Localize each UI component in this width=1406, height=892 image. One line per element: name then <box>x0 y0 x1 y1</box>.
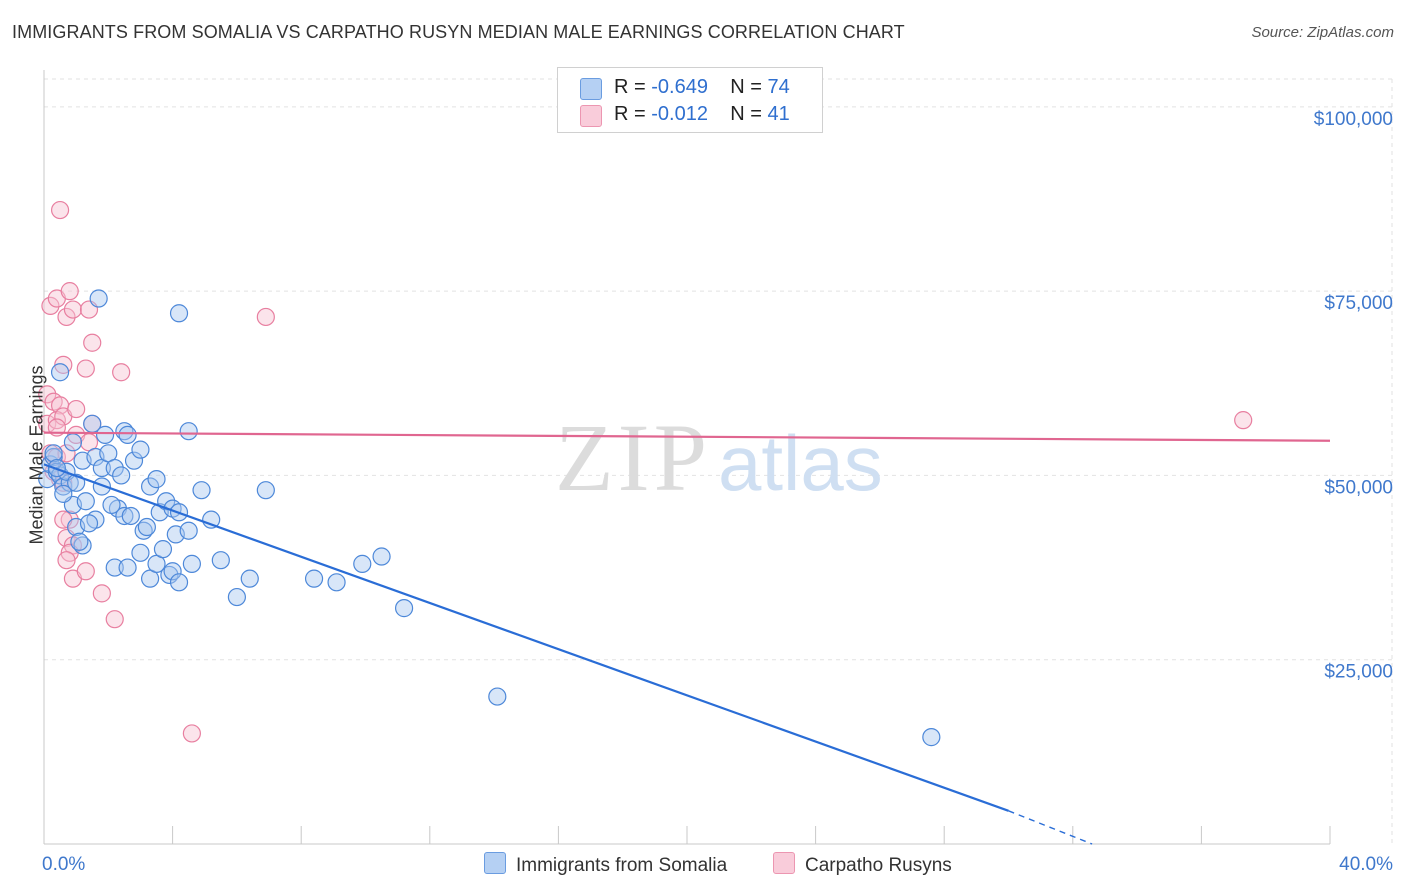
legend-n-value-somalia: 74 <box>767 76 790 98</box>
data-point-somalia <box>105 458 124 478</box>
data-point-somalia <box>95 425 115 444</box>
data-point-somalia <box>124 451 144 470</box>
data-point-carpatho-rusyns <box>57 307 76 327</box>
data-point-carpatho-rusyns <box>112 363 131 382</box>
y-axis-label: Median Male Earnings <box>26 365 47 545</box>
legend-swatch-rusyn <box>580 105 602 127</box>
tick-labels: $25,000 $50,000 $75,000 $100,000 0.0% 40.0% <box>42 109 1393 875</box>
axes-layer <box>43 70 1331 845</box>
data-point-somalia <box>131 543 150 562</box>
data-point-somalia <box>327 573 346 592</box>
data-point-somalia <box>115 506 134 526</box>
data-point-carpatho-rusyns <box>60 510 79 529</box>
watermark: ZIP atlas <box>555 404 883 511</box>
watermark-zip: ZIP <box>555 404 711 511</box>
data-point-somalia <box>89 289 108 308</box>
data-point-somalia <box>153 540 173 559</box>
data-point-carpatho-rusyns <box>92 584 111 603</box>
trend-lines <box>43 431 1331 845</box>
data-point-somalia <box>372 547 391 566</box>
legend-n-value-rusyn: 41 <box>767 103 790 125</box>
trend-line-carpatho-rusyns <box>43 431 1331 442</box>
data-point-somalia <box>256 481 275 500</box>
data-point-somalia <box>105 558 124 577</box>
data-point-somalia <box>118 558 137 577</box>
data-point-carpatho-rusyns <box>50 200 70 220</box>
data-point-carpatho-rusyns <box>57 551 76 570</box>
x-tick-label-min: 0.0% <box>42 854 85 875</box>
data-point-somalia <box>76 492 95 511</box>
legend-r-value-rusyn: -0.012 <box>651 103 708 125</box>
bottom-legend-somalia: Immigrants from Somalia <box>484 852 727 877</box>
data-point-somalia <box>131 440 150 459</box>
y-tick-label: $100,000 <box>1314 109 1393 130</box>
series-somalia-points <box>38 289 941 747</box>
data-point-somalia <box>211 551 230 570</box>
y-tick-label: $75,000 <box>1324 293 1393 314</box>
bottom-legend-rusyn: Carpatho Rusyns <box>773 852 952 877</box>
legend-n-label: N = <box>730 76 762 98</box>
bottom-legend-label-somalia: Immigrants from Somalia <box>516 855 728 876</box>
y-tick-label: $50,000 <box>1324 477 1393 498</box>
trend-line-somalia <box>43 463 1009 812</box>
data-point-carpatho-rusyns <box>83 333 102 352</box>
x-tick-label-max: 40.0% <box>1339 854 1393 875</box>
data-point-somalia <box>112 466 131 485</box>
data-point-somalia <box>44 444 63 463</box>
data-point-somalia <box>50 363 70 382</box>
data-point-carpatho-rusyns <box>76 359 95 378</box>
data-point-carpatho-rusyns <box>63 300 83 319</box>
y-tick-label: $25,000 <box>1324 662 1393 683</box>
data-point-carpatho-rusyns <box>105 610 124 629</box>
data-point-carpatho-rusyns <box>182 724 201 743</box>
data-point-somalia <box>63 433 83 452</box>
data-point-somalia <box>70 532 89 551</box>
data-point-somalia <box>394 599 414 618</box>
data-point-carpatho-rusyns <box>60 282 79 301</box>
chart-title: IMMIGRANTS FROM SOMALIA VS CARPATHO RUSY… <box>12 22 905 42</box>
data-point-somalia <box>227 587 246 607</box>
legend-r-value-somalia: -0.649 <box>651 76 708 98</box>
data-point-somalia <box>304 569 324 588</box>
data-point-somalia <box>922 728 941 747</box>
chart-source: Source: ZipAtlas.com <box>1251 24 1394 41</box>
data-point-somalia <box>92 477 111 496</box>
data-point-somalia <box>182 554 201 573</box>
data-point-somalia <box>54 484 73 503</box>
data-point-carpatho-rusyns <box>76 562 95 581</box>
data-point-somalia <box>147 470 166 489</box>
legend-r-label: R = <box>614 76 646 98</box>
correlation-legend: R = -0.649 N = 74 R = -0.012 N = 41 <box>557 67 823 133</box>
data-point-somalia <box>121 506 140 526</box>
legend-n-label: N = <box>730 103 762 125</box>
data-point-somalia <box>102 495 121 515</box>
bottom-legend-swatch-somalia <box>484 852 506 874</box>
data-point-somalia <box>240 569 259 588</box>
data-point-carpatho-rusyns <box>67 399 86 419</box>
trend-line-somalia-extension <box>1008 810 1093 845</box>
data-point-somalia <box>157 492 176 511</box>
data-point-somalia <box>179 521 198 540</box>
data-point-somalia <box>488 687 507 706</box>
data-point-somalia <box>163 562 182 581</box>
bottom-legend-label-rusyn: Carpatho Rusyns <box>805 855 952 876</box>
data-point-somalia <box>192 481 211 500</box>
data-point-carpatho-rusyns <box>41 296 60 315</box>
data-point-carpatho-rusyns <box>256 307 275 327</box>
data-point-somalia <box>118 425 137 444</box>
data-point-somalia <box>169 304 189 323</box>
data-point-somalia <box>179 422 198 441</box>
data-point-somalia <box>137 517 156 537</box>
bottom-legend-swatch-rusyn <box>773 852 795 874</box>
data-point-somalia <box>353 554 372 573</box>
data-point-somalia <box>169 573 189 592</box>
data-point-somalia <box>79 514 99 533</box>
data-point-carpatho-rusyns <box>38 385 57 404</box>
watermark-atlas: atlas <box>718 419 883 507</box>
data-point-carpatho-rusyns <box>1234 411 1253 430</box>
legend-swatch-somalia <box>580 78 602 100</box>
data-point-somalia <box>140 477 160 496</box>
legend-r-label: R = <box>614 103 646 125</box>
